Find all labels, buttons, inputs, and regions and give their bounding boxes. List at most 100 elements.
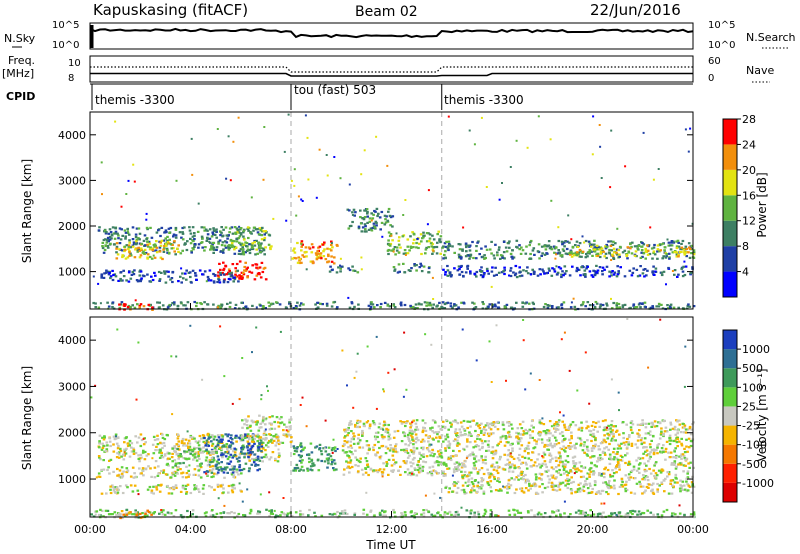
range-gate-cell <box>527 302 531 305</box>
range-gate-cell <box>665 430 669 433</box>
range-gate-cell <box>314 515 317 518</box>
range-gate-cell <box>255 248 258 251</box>
range-gate-cell <box>671 427 675 430</box>
range-gate-cell <box>635 255 638 258</box>
range-gate-cell <box>328 270 332 273</box>
range-gate-cell <box>531 268 534 271</box>
range-gate-cell <box>141 512 144 515</box>
range-gate-cell <box>643 275 646 278</box>
range-gate-cell <box>212 246 216 249</box>
range-gate-cell <box>216 434 220 437</box>
range-gate-cell <box>182 461 185 465</box>
range-gate-cell <box>637 467 641 470</box>
range-gate-cell <box>187 448 191 452</box>
range-gate-cell <box>639 256 643 259</box>
range-gate-cell <box>563 465 567 468</box>
range-gate-cell <box>306 467 309 470</box>
range-gate-cell <box>211 243 214 246</box>
range-gate-cell <box>484 462 488 465</box>
range-gate-cell <box>331 246 334 249</box>
range-gate-cell <box>358 425 361 429</box>
range-gate-cell <box>652 246 656 249</box>
range-gate-cell <box>376 451 379 454</box>
range-gate-cell <box>142 443 146 446</box>
range-gate-cell <box>527 457 531 460</box>
range-gate-cell <box>248 249 252 252</box>
range-gate-cell <box>109 485 112 488</box>
range-gate-cell <box>428 466 432 469</box>
range-gate-cell <box>384 430 388 433</box>
range-gate-cell <box>620 477 624 480</box>
range-gate-cell <box>540 421 543 425</box>
range-gate-cell <box>160 239 164 242</box>
range-gate-cell <box>143 234 147 237</box>
range-gate-cell <box>563 272 567 275</box>
range-gate-cell <box>429 304 433 307</box>
range-gate-cell <box>667 266 670 270</box>
range-gate-cell <box>582 266 585 269</box>
range-gate-cell <box>652 492 656 495</box>
range-gate-cell <box>273 420 276 424</box>
range-gate-cell <box>228 272 231 275</box>
range-gate-cell <box>234 267 237 270</box>
range-gate-cell <box>100 492 104 495</box>
range-gate-cell <box>361 429 364 433</box>
range-gate-cell <box>127 179 130 182</box>
range-gate-cell <box>410 465 413 468</box>
range-gate-cell <box>626 437 629 441</box>
range-gate-cell <box>672 485 675 488</box>
range-gate-cell <box>436 461 440 464</box>
range-gate-cell <box>497 271 501 274</box>
range-gate-cell <box>682 423 685 426</box>
range-gate-cell <box>125 447 128 450</box>
range-gate-cell <box>677 253 680 257</box>
range-gate-cell <box>164 473 168 476</box>
range-gate-cell <box>369 467 373 470</box>
range-gate-cell <box>111 486 115 489</box>
range-gate-cell <box>605 446 608 449</box>
range-gate-cell <box>468 257 471 260</box>
range-gate-cell <box>232 280 235 283</box>
range-gate-cell <box>630 252 634 255</box>
range-gate-cell <box>644 249 648 252</box>
range-gate-cell <box>642 252 646 255</box>
range-gate-cell <box>174 462 178 466</box>
range-gate-cell <box>204 228 208 231</box>
range-gate-cell <box>577 428 581 431</box>
range-gate-cell <box>179 468 182 471</box>
range-gate-cell <box>356 425 360 428</box>
range-gate-cell <box>564 428 568 431</box>
range-gate-cell <box>418 452 422 455</box>
range-gate-cell <box>594 438 597 441</box>
range-gate-cell <box>672 439 676 443</box>
range-gate-cell <box>411 438 414 441</box>
range-gate-cell <box>581 303 585 306</box>
range-gate-cell <box>333 462 337 465</box>
range-gate-cell <box>310 459 314 462</box>
range-gate-cell <box>674 447 677 450</box>
range-gate-cell <box>116 232 119 235</box>
range-gate-cell <box>177 280 180 283</box>
range-gate-cell <box>153 476 157 479</box>
range-gate-cell <box>327 254 330 258</box>
range-gate-cell <box>431 306 434 309</box>
range-gate-cell <box>351 220 354 224</box>
range-gate-cell <box>530 484 533 487</box>
cpid-segment-0: themis -3300 <box>95 93 175 107</box>
range-gate-cell <box>378 511 382 514</box>
range-gate-cell <box>165 231 168 234</box>
range-gate-cell <box>641 302 645 305</box>
range-gate-cell <box>472 446 475 449</box>
range-gate-cell <box>177 440 181 443</box>
range-gate-cell <box>404 254 407 256</box>
range-gate-cell <box>222 267 226 270</box>
range-gate-cell <box>216 306 219 309</box>
range-gate-cell <box>653 420 657 423</box>
range-gate-cell <box>152 244 156 247</box>
range-gate-cell <box>476 490 479 493</box>
range-gate-cell <box>562 449 566 452</box>
range-gate-cell <box>354 423 357 427</box>
range-gate-cell <box>557 419 561 422</box>
range-gate-cell <box>574 462 578 465</box>
range-gate-cell <box>558 488 562 491</box>
